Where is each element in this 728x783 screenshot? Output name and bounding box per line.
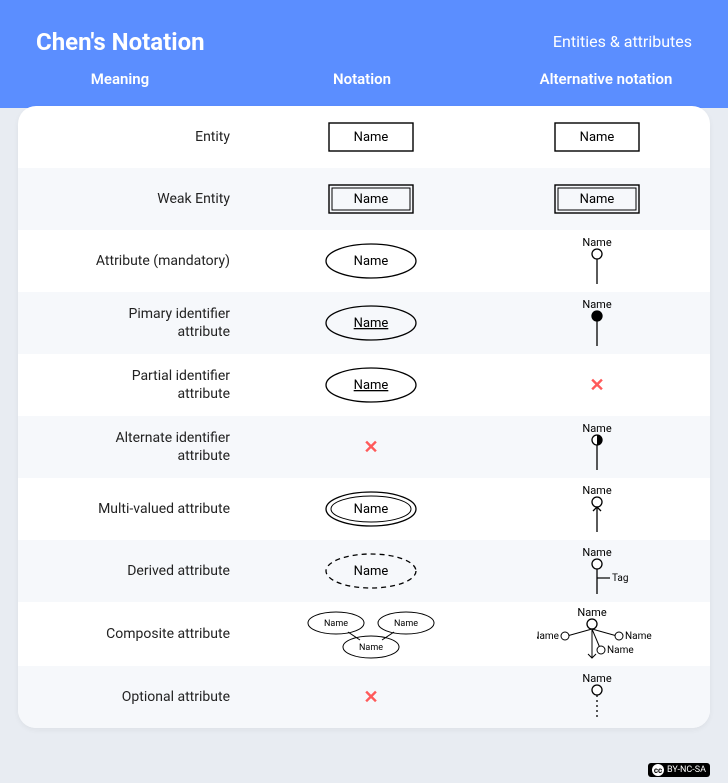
table-row: Multi-valued attribute Name Name: [18, 478, 710, 540]
table-row: Attribute (mandatory) Name Name: [18, 230, 710, 292]
row-notation: Name: [258, 117, 484, 157]
row-notation: Name: [258, 551, 484, 591]
svg-text:Name: Name: [359, 643, 383, 653]
svg-text:Name: Name: [354, 316, 389, 331]
col-notation: Notation: [240, 70, 484, 88]
svg-text:Name: Name: [354, 564, 389, 579]
row-meaning: Attribute (mandatory): [18, 252, 258, 270]
row-meaning: Alternate identifierattribute: [18, 429, 258, 465]
row-alt-notation: Name: [484, 179, 710, 219]
notation-table: Entity Name Name Weak Entity Name Name A…: [18, 106, 710, 728]
row-meaning: Weak Entity: [18, 190, 258, 208]
svg-text:Name: Name: [354, 192, 389, 207]
svg-text:Name: Name: [582, 672, 611, 685]
row-meaning: Pimary identifierattribute: [18, 305, 258, 341]
table-row: Pimary identifierattribute Name Name: [18, 292, 710, 354]
table-row: Composite attribute NameNameName NameNam…: [18, 602, 710, 666]
row-alt-notation: Name Tag: [484, 546, 710, 596]
license-badge: cc BY-NC-SA: [648, 763, 710, 777]
row-alt-notation: Name: [484, 422, 710, 472]
table-row: Weak Entity Name Name: [18, 168, 710, 230]
svg-text:Name: Name: [354, 254, 389, 269]
col-meaning: Meaning: [0, 70, 240, 88]
column-headers: Meaning Notation Alternative notation: [0, 70, 728, 106]
cross-icon: ✕: [589, 375, 604, 396]
row-meaning: Optional attribute: [18, 688, 258, 706]
svg-text:Name: Name: [354, 502, 389, 517]
row-alt-notation: Name: [484, 117, 710, 157]
svg-text:Name: Name: [324, 619, 348, 629]
svg-text:Name: Name: [582, 236, 611, 249]
svg-text:Name: Name: [607, 645, 634, 656]
row-notation: ✕: [258, 437, 484, 458]
svg-text:Name: Name: [582, 422, 611, 435]
row-notation: Name: [258, 303, 484, 343]
table-row: Entity Name Name: [18, 106, 710, 168]
svg-text:Name: Name: [582, 546, 611, 559]
page-title: Chen's Notation: [36, 28, 205, 56]
svg-text:Name: Name: [580, 130, 615, 145]
cross-icon: ✕: [363, 437, 378, 458]
table-row: Optional attribute ✕ Name: [18, 666, 710, 728]
table-row: Alternate identifierattribute ✕ Name: [18, 416, 710, 478]
row-meaning: Derived attribute: [18, 562, 258, 580]
svg-text:Name: Name: [577, 606, 606, 619]
svg-text:Name: Name: [354, 130, 389, 145]
svg-text:Name: Name: [354, 378, 389, 393]
svg-text:Name: Name: [537, 631, 559, 642]
cc-icon: cc: [652, 764, 664, 776]
row-meaning: Multi-valued attribute: [18, 500, 258, 518]
row-notation: Name: [258, 365, 484, 405]
row-alt-notation: Name: [484, 484, 710, 534]
svg-text:Name: Name: [394, 619, 418, 629]
row-notation: Name: [258, 179, 484, 219]
page-subtitle: Entities & attributes: [553, 32, 692, 51]
row-notation: Name: [258, 241, 484, 281]
row-alt-notation: ✕: [484, 375, 710, 396]
svg-text:Name: Name: [580, 192, 615, 207]
license-text: BY-NC-SA: [667, 765, 706, 775]
svg-text:Tag: Tag: [612, 573, 628, 584]
row-meaning: Entity: [18, 128, 258, 146]
row-notation: Name Name Name: [258, 607, 484, 661]
svg-text:Name: Name: [582, 298, 611, 311]
table-row: Partial identifierattribute Name ✕: [18, 354, 710, 416]
row-notation: Name: [258, 489, 484, 529]
row-meaning: Partial identifierattribute: [18, 367, 258, 403]
row-alt-notation: Name: [484, 672, 710, 722]
svg-text:Name: Name: [625, 631, 652, 642]
row-alt-notation: Name Name Name Name: [484, 606, 710, 662]
table-row: Derived attribute Name Name Tag: [18, 540, 710, 602]
svg-text:Name: Name: [582, 484, 611, 497]
row-alt-notation: Name: [484, 236, 710, 286]
col-alternative: Alternative notation: [484, 70, 728, 88]
row-meaning: Composite attribute: [18, 625, 258, 643]
row-notation: ✕: [258, 687, 484, 708]
row-alt-notation: Name: [484, 298, 710, 348]
cross-icon: ✕: [363, 687, 378, 708]
